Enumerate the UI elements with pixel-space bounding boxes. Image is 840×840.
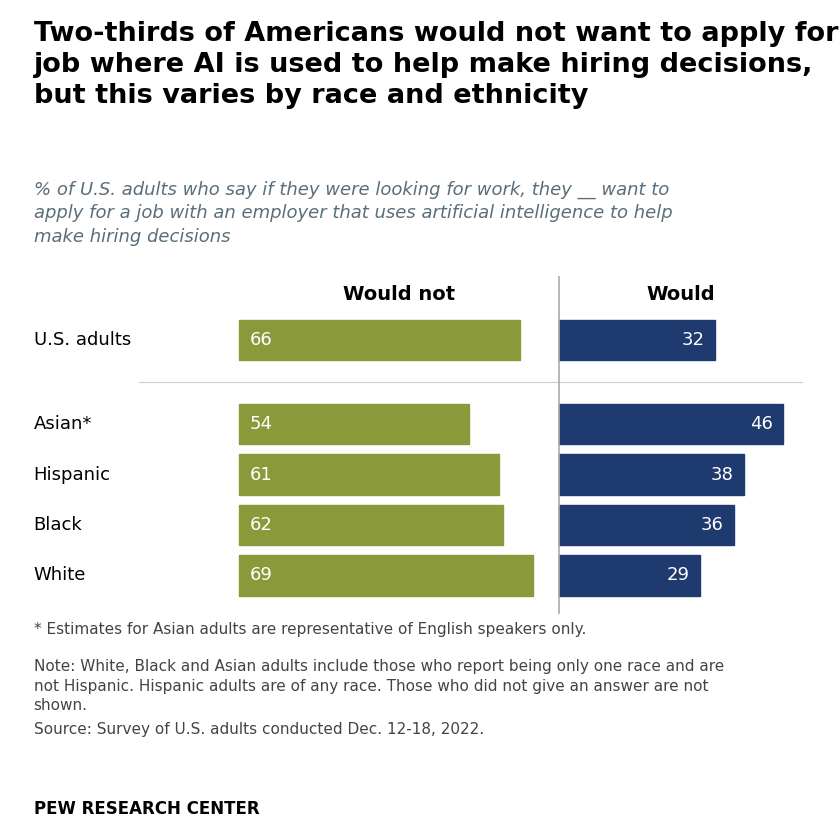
Text: Would not: Would not [343,285,455,303]
Text: Note: White, Black and Asian adults include those who report being only one race: Note: White, Black and Asian adults incl… [34,659,724,713]
Text: 61: 61 [249,465,272,484]
Bar [239,320,520,360]
Text: Source: Survey of U.S. adults conducted Dec. 12-18, 2022.: Source: Survey of U.S. adults conducted … [34,722,484,738]
Text: Asian*: Asian* [34,415,92,433]
Text: Black: Black [34,516,82,534]
Text: * Estimates for Asian adults are representative of English speakers only.: * Estimates for Asian adults are represe… [34,622,586,637]
Text: 62: 62 [249,516,272,534]
Text: 66: 66 [249,331,272,349]
Bar [559,320,715,360]
Text: 29: 29 [667,566,690,585]
Text: White: White [34,566,86,585]
Bar [559,555,700,596]
Text: Two-thirds of Americans would not want to apply for a
job where AI is used to he: Two-thirds of Americans would not want t… [34,21,840,109]
Bar [559,505,734,545]
Text: U.S. adults: U.S. adults [34,331,131,349]
Text: PEW RESEARCH CENTER: PEW RESEARCH CENTER [34,800,260,817]
Bar [239,505,503,545]
Text: % of U.S. adults who say if they were looking for work, they __ want to
apply fo: % of U.S. adults who say if they were lo… [34,181,672,246]
Bar [239,555,533,596]
Bar [559,454,743,495]
Bar [239,404,470,444]
Text: 32: 32 [681,331,705,349]
Text: 38: 38 [711,465,733,484]
Bar [239,454,499,495]
Text: Would: Would [646,285,715,303]
Text: 54: 54 [249,415,272,433]
Text: 69: 69 [249,566,272,585]
Bar [559,404,783,444]
Text: 46: 46 [750,415,773,433]
Text: 36: 36 [701,516,724,534]
Text: Hispanic: Hispanic [34,465,111,484]
